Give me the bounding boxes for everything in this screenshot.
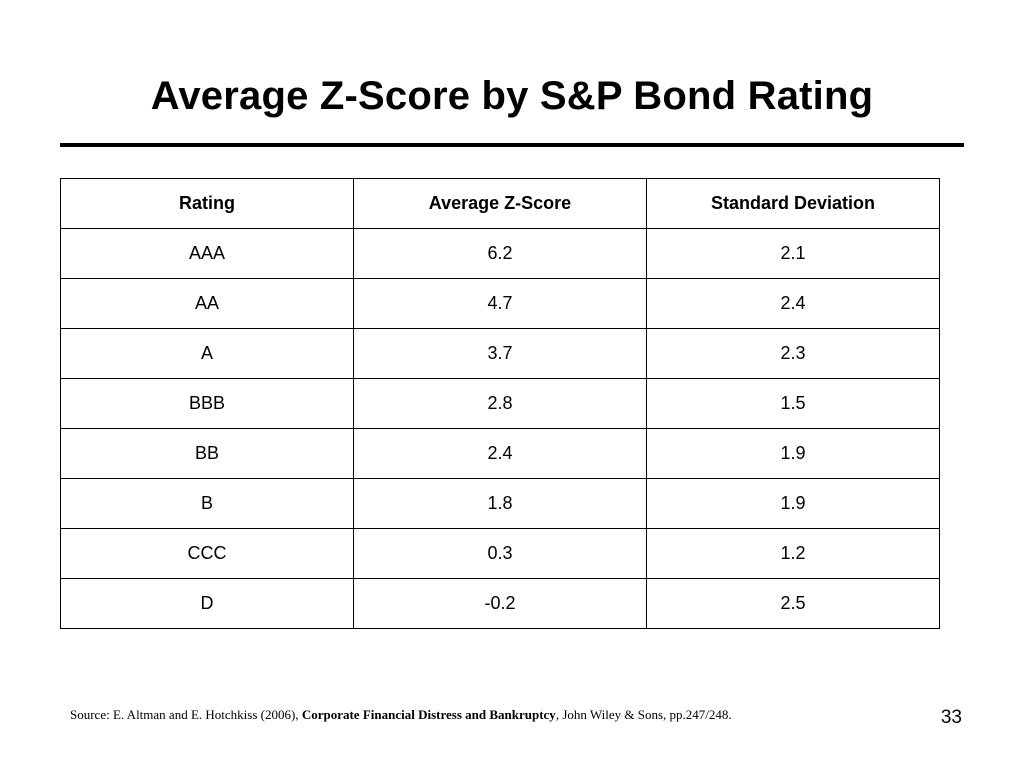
- cell-average-z-score: 0.3: [353, 528, 647, 579]
- cell-standard-deviation: 2.3: [646, 328, 940, 379]
- table-row: A 3.7 2.3: [60, 328, 940, 379]
- cell-rating: D: [60, 578, 354, 629]
- cell-rating: A: [60, 328, 354, 379]
- cell-standard-deviation: 2.4: [646, 278, 940, 329]
- table-row: AAA 6.2 2.1: [60, 228, 940, 279]
- header-average-z-score: Average Z-Score: [353, 178, 647, 229]
- cell-rating: AAA: [60, 228, 354, 279]
- cell-standard-deviation: 1.2: [646, 528, 940, 579]
- cell-average-z-score: 2.8: [353, 378, 647, 429]
- table-row: D -0.2 2.5: [60, 578, 940, 629]
- header-rating: Rating: [60, 178, 354, 229]
- title-divider: [60, 143, 964, 147]
- cell-average-z-score: 4.7: [353, 278, 647, 329]
- source-book-title: Corporate Financial Distress and Bankrup…: [301, 707, 556, 722]
- cell-standard-deviation: 2.5: [646, 578, 940, 629]
- source-citation: Source: E. Altman and E. Hotchkiss (2006…: [70, 706, 732, 724]
- cell-rating: BBB: [60, 378, 354, 429]
- table-row: B 1.8 1.9: [60, 478, 940, 529]
- table-row: CCC 0.3 1.2: [60, 528, 940, 579]
- cell-average-z-score: -0.2: [353, 578, 647, 629]
- cell-standard-deviation: 2.1: [646, 228, 940, 279]
- cell-rating: CCC: [60, 528, 354, 579]
- source-suffix: , John Wiley & Sons, pp.247/248.: [555, 707, 732, 722]
- cell-average-z-score: 6.2: [353, 228, 647, 279]
- cell-rating: BB: [60, 428, 354, 479]
- slide-title: Average Z-Score by S&P Bond Rating: [150, 74, 874, 118]
- cell-standard-deviation: 1.9: [646, 428, 940, 479]
- zscore-table: Rating Average Z-Score Standard Deviatio…: [60, 178, 940, 629]
- table-header-row: Rating Average Z-Score Standard Deviatio…: [60, 178, 940, 229]
- source-prefix: Source: E. Altman and E. Hotchkiss (2006…: [70, 707, 302, 722]
- page-number: 33: [940, 707, 962, 728]
- cell-average-z-score: 3.7: [353, 328, 647, 379]
- cell-standard-deviation: 1.9: [646, 478, 940, 529]
- header-standard-deviation: Standard Deviation: [646, 178, 940, 229]
- cell-standard-deviation: 1.5: [646, 378, 940, 429]
- table-row: AA 4.7 2.4: [60, 278, 940, 329]
- table-row: BB 2.4 1.9: [60, 428, 940, 479]
- cell-average-z-score: 1.8: [353, 478, 647, 529]
- cell-rating: AA: [60, 278, 354, 329]
- table-row: BBB 2.8 1.5: [60, 378, 940, 429]
- cell-average-z-score: 2.4: [353, 428, 647, 479]
- cell-rating: B: [60, 478, 354, 529]
